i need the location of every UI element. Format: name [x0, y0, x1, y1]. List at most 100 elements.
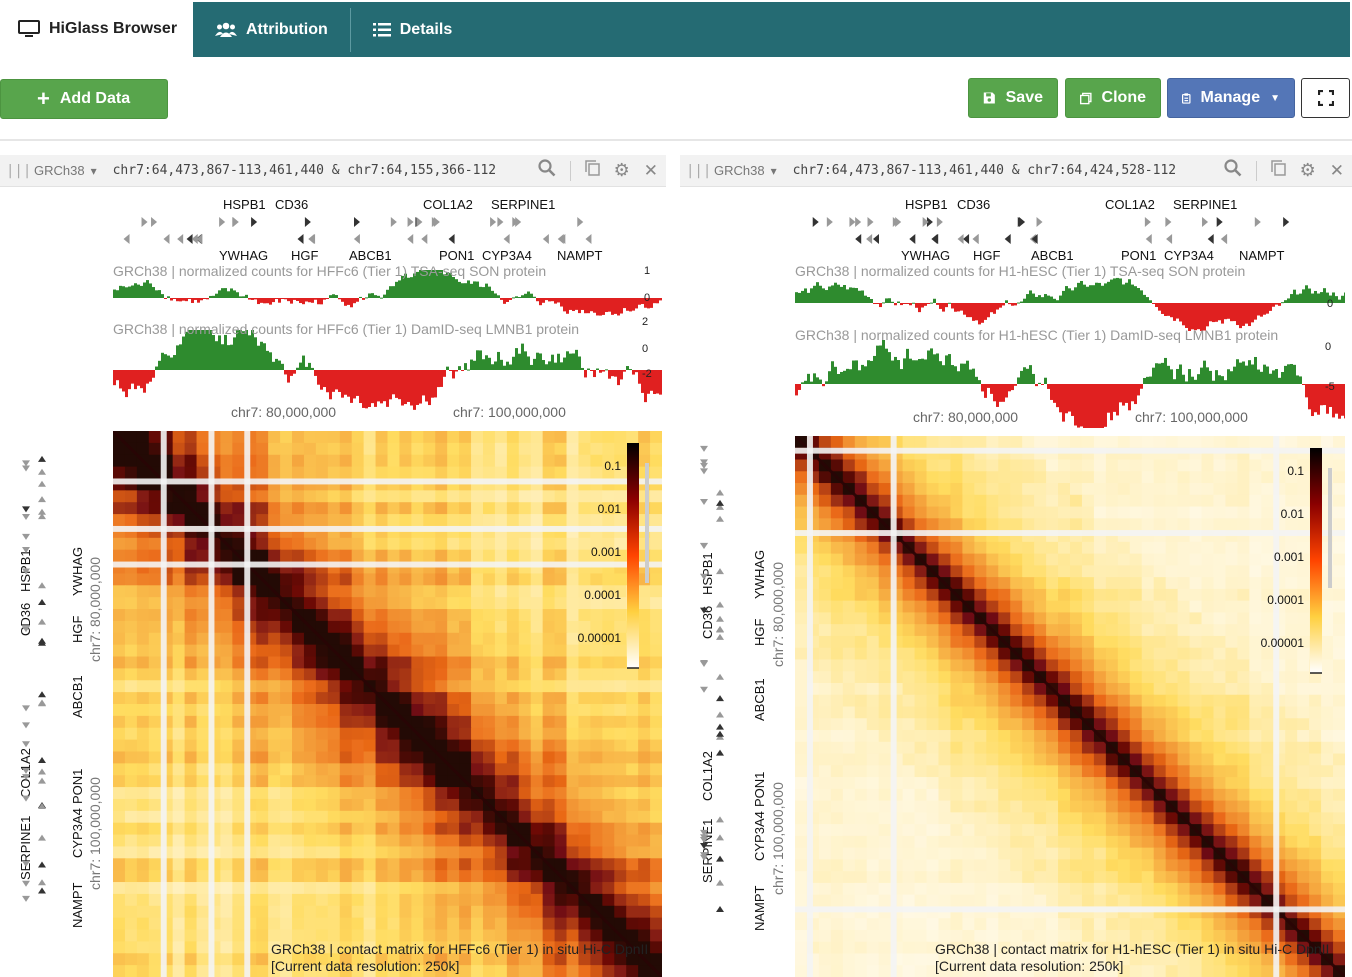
gene-arrow[interactable]: [926, 217, 933, 227]
gene-arrow[interactable]: [1004, 234, 1011, 244]
gene-label-cyp3a4[interactable]: CYP3A4: [482, 248, 532, 263]
gene-arrow[interactable]: [1165, 217, 1172, 227]
locus-input[interactable]: chr7:64,473,867-113,461,440 & chr7:64,15…: [112, 163, 497, 178]
gene-label-hgf[interactable]: HGF: [291, 248, 319, 263]
gene-arrow[interactable]: [22, 774, 30, 781]
manage-dropdown[interactable]: Manage ▼: [1167, 78, 1295, 118]
gene-arrow[interactable]: [38, 468, 46, 475]
gene-arrow[interactable]: [22, 705, 30, 712]
gene-arrow[interactable]: [141, 217, 148, 227]
gene-arrow[interactable]: [22, 722, 30, 729]
gene-arrow[interactable]: [503, 234, 510, 244]
search-icon[interactable]: [1224, 159, 1242, 182]
gene-arrow[interactable]: [867, 217, 874, 227]
gene-arrow[interactable]: [448, 234, 455, 244]
gene-arrow[interactable]: [309, 234, 316, 244]
tab-details[interactable]: Details: [351, 2, 474, 57]
gene-arrow[interactable]: [22, 741, 30, 748]
gene-arrow[interactable]: [38, 768, 46, 775]
gene-arrow[interactable]: [1144, 217, 1151, 227]
gene-arrow[interactable]: [38, 513, 46, 520]
gene-arrow[interactable]: [932, 234, 939, 244]
gene-label-col1a2[interactable]: COL1A2: [1105, 197, 1155, 212]
gene-arrow[interactable]: [297, 234, 304, 244]
gene-label-serpine1[interactable]: SERPINE1: [491, 197, 556, 212]
tab-attribution[interactable]: Attribution: [193, 2, 350, 57]
gene-arrow[interactable]: [123, 234, 130, 244]
gene-arrow[interactable]: [22, 568, 30, 575]
gene-arrow[interactable]: [855, 217, 862, 227]
hic-contact-matrix[interactable]: [795, 436, 1345, 977]
gene-arrow[interactable]: [38, 887, 46, 894]
gene-arrow[interactable]: [390, 217, 397, 227]
gene-label-cd36[interactable]: CD36: [275, 197, 309, 212]
assembly-selector[interactable]: GRCh38 ▾: [714, 163, 777, 178]
gene-arrow[interactable]: [38, 582, 46, 589]
gene-arrow[interactable]: [22, 767, 30, 774]
gene-arrow[interactable]: [22, 506, 30, 513]
gene-arrow[interactable]: [38, 777, 46, 784]
gene-label-cd36[interactable]: CD36: [957, 197, 991, 212]
gene-arrow[interactable]: [22, 547, 30, 554]
gene-arrow[interactable]: [304, 217, 311, 227]
gene-arrow[interactable]: [826, 217, 833, 227]
tab-higlass-browser[interactable]: HiGlass Browser: [0, 0, 193, 57]
gene-arrow[interactable]: [38, 508, 46, 515]
gene-arrow[interactable]: [1207, 234, 1214, 244]
gene-arrow[interactable]: [38, 455, 46, 462]
gene-label-col1a2[interactable]: COL1A2: [423, 197, 473, 212]
gene-label-serpine1[interactable]: SERPINE1: [1173, 197, 1238, 212]
gene-arrow[interactable]: [38, 691, 46, 698]
gene-arrow[interactable]: [431, 217, 438, 227]
locus-input[interactable]: chr7:64,473,867-113,461,440 & chr7:64,42…: [792, 163, 1177, 178]
clone-button[interactable]: Clone: [1065, 78, 1161, 118]
gene-arrow[interactable]: [1036, 217, 1043, 227]
gene-arrow[interactable]: [251, 217, 258, 227]
vertical-gene-label-cyp3a4[interactable]: CYP3A4: [70, 808, 85, 858]
vertical-gene-label-abcb1[interactable]: ABCB1: [70, 675, 85, 718]
gene-arrow[interactable]: [22, 626, 30, 633]
gene-arrow[interactable]: [1019, 217, 1026, 227]
gene-arrow[interactable]: [38, 879, 46, 886]
gene-arrow[interactable]: [416, 217, 423, 227]
gene-arrow[interactable]: [873, 234, 880, 244]
gene-arrow[interactable]: [1283, 217, 1290, 227]
drag-handle-icon[interactable]: |||: [686, 162, 712, 179]
gene-label-pon1[interactable]: PON1: [439, 248, 475, 263]
assembly-selector[interactable]: GRCh38 ▾: [34, 163, 97, 178]
gene-label-hspb1[interactable]: HSPB1: [223, 197, 266, 212]
gene-arrow[interactable]: [972, 234, 979, 244]
gene-arrow[interactable]: [1220, 234, 1227, 244]
gene-label-pon1[interactable]: PON1: [1121, 248, 1157, 263]
gene-arrow[interactable]: [909, 234, 916, 244]
gene-arrow[interactable]: [186, 234, 193, 244]
gene-label-ywhag[interactable]: YWHAG: [219, 248, 269, 263]
gene-arrow[interactable]: [407, 217, 414, 227]
gene-label-nampt[interactable]: NAMPT: [557, 248, 603, 263]
gene-arrow[interactable]: [585, 234, 592, 244]
gene-arrow[interactable]: [559, 234, 566, 244]
gene-arrow[interactable]: [38, 599, 46, 606]
gene-arrow[interactable]: [22, 880, 30, 887]
gene-arrow[interactable]: [497, 217, 504, 227]
gene-arrow[interactable]: [922, 217, 929, 227]
gene-arrow[interactable]: [407, 234, 414, 244]
gene-arrow[interactable]: [22, 860, 30, 867]
save-button[interactable]: Save: [968, 78, 1058, 118]
gene-label-ywhag[interactable]: YWHAG: [901, 248, 951, 263]
vertical-gene-label-hgf[interactable]: HGF: [70, 615, 85, 643]
gene-arrow[interactable]: [895, 217, 902, 227]
gene-arrow[interactable]: [38, 834, 46, 841]
gene-arrow[interactable]: [196, 234, 203, 244]
gene-arrow[interactable]: [191, 234, 198, 244]
colorbar[interactable]: [627, 443, 659, 673]
hic-contact-matrix[interactable]: [113, 431, 662, 977]
gene-arrow[interactable]: [22, 533, 30, 540]
gene-arrow[interactable]: [38, 861, 46, 868]
drag-handle-icon[interactable]: |||: [6, 162, 32, 179]
gene-arrow[interactable]: [515, 217, 522, 227]
gene-arrow[interactable]: [577, 217, 584, 227]
vertical-gene-label-nampt[interactable]: NAMPT: [70, 882, 85, 929]
gene-arrow[interactable]: [1216, 217, 1223, 227]
gene-arrow[interactable]: [849, 217, 856, 227]
